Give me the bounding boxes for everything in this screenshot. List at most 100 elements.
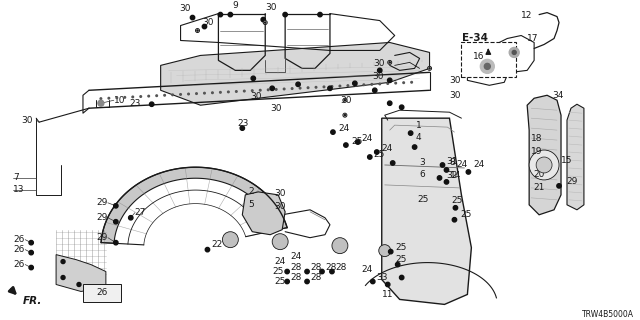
Text: 20: 20 (533, 171, 545, 180)
Circle shape (205, 247, 210, 252)
Text: 25: 25 (451, 196, 463, 205)
Text: 14: 14 (449, 172, 461, 180)
Polygon shape (527, 95, 561, 215)
Circle shape (220, 92, 221, 93)
Circle shape (29, 240, 33, 245)
Text: 27: 27 (135, 208, 146, 217)
Text: 15: 15 (561, 156, 573, 164)
Text: 30: 30 (274, 202, 285, 211)
Circle shape (251, 76, 255, 81)
Circle shape (188, 93, 189, 95)
Text: 24: 24 (474, 160, 484, 170)
Circle shape (385, 282, 390, 287)
Circle shape (218, 12, 223, 17)
Circle shape (387, 83, 388, 84)
Text: 10: 10 (114, 96, 125, 105)
Circle shape (403, 82, 404, 84)
Text: 25: 25 (274, 277, 285, 286)
Circle shape (344, 115, 346, 116)
Circle shape (77, 283, 81, 286)
Circle shape (444, 180, 449, 184)
Circle shape (388, 249, 393, 254)
Circle shape (388, 101, 392, 105)
Bar (461, 43, 516, 77)
Text: 1: 1 (415, 121, 421, 130)
Text: 23: 23 (129, 99, 141, 108)
Circle shape (124, 97, 125, 98)
Circle shape (305, 269, 309, 274)
Circle shape (388, 60, 392, 64)
Circle shape (190, 15, 195, 20)
Text: 30: 30 (449, 91, 461, 100)
Circle shape (284, 88, 285, 90)
Circle shape (307, 87, 309, 89)
Text: 24: 24 (362, 133, 373, 143)
Text: 33: 33 (377, 273, 388, 282)
Text: 8: 8 (449, 158, 455, 167)
Text: 25: 25 (374, 149, 385, 158)
Circle shape (536, 157, 552, 173)
Circle shape (114, 220, 118, 224)
Circle shape (399, 275, 404, 280)
Circle shape (202, 24, 207, 29)
Polygon shape (243, 192, 285, 235)
Text: 31: 31 (447, 157, 458, 166)
Text: 24: 24 (338, 124, 349, 132)
Text: 2: 2 (248, 188, 254, 196)
Text: 5: 5 (248, 200, 254, 209)
Text: 28: 28 (325, 263, 337, 272)
Text: 29: 29 (566, 177, 577, 187)
Circle shape (429, 68, 430, 69)
Text: 19: 19 (531, 147, 543, 156)
Circle shape (356, 140, 360, 144)
Text: 3: 3 (420, 158, 426, 167)
Text: 26: 26 (14, 245, 25, 254)
Circle shape (61, 260, 65, 264)
Circle shape (285, 269, 289, 274)
Text: 24: 24 (456, 160, 468, 170)
Text: 30: 30 (449, 76, 461, 85)
Circle shape (228, 12, 232, 17)
Text: 34: 34 (552, 91, 563, 100)
Circle shape (374, 150, 379, 154)
Circle shape (291, 88, 293, 89)
Polygon shape (56, 255, 106, 292)
Text: 11: 11 (381, 290, 393, 299)
Text: 29: 29 (97, 198, 108, 207)
Text: 24: 24 (290, 252, 301, 261)
Polygon shape (567, 104, 584, 210)
Circle shape (212, 92, 213, 93)
Circle shape (116, 97, 118, 99)
Text: 7: 7 (13, 173, 19, 182)
Text: 30: 30 (373, 59, 385, 68)
Circle shape (228, 91, 229, 93)
Text: 25: 25 (396, 243, 407, 252)
Text: 28: 28 (290, 273, 301, 282)
Circle shape (379, 83, 381, 85)
Polygon shape (161, 43, 429, 105)
Circle shape (408, 131, 413, 135)
Circle shape (296, 82, 300, 86)
Circle shape (164, 94, 165, 96)
Circle shape (272, 234, 288, 250)
Circle shape (484, 63, 490, 69)
Polygon shape (381, 118, 472, 304)
Text: 30: 30 (340, 96, 352, 105)
Circle shape (389, 62, 390, 63)
Circle shape (344, 100, 346, 101)
Text: 30: 30 (274, 189, 285, 198)
Circle shape (557, 184, 561, 188)
Circle shape (390, 161, 395, 165)
Circle shape (343, 98, 347, 102)
Circle shape (195, 28, 200, 33)
Text: 22: 22 (211, 240, 223, 249)
Circle shape (331, 86, 333, 87)
Circle shape (388, 78, 392, 83)
Text: 25: 25 (460, 210, 472, 219)
Circle shape (399, 105, 404, 109)
Text: 30: 30 (265, 3, 276, 12)
Circle shape (148, 95, 150, 97)
Circle shape (452, 218, 457, 222)
Circle shape (363, 84, 365, 85)
Circle shape (132, 96, 134, 98)
